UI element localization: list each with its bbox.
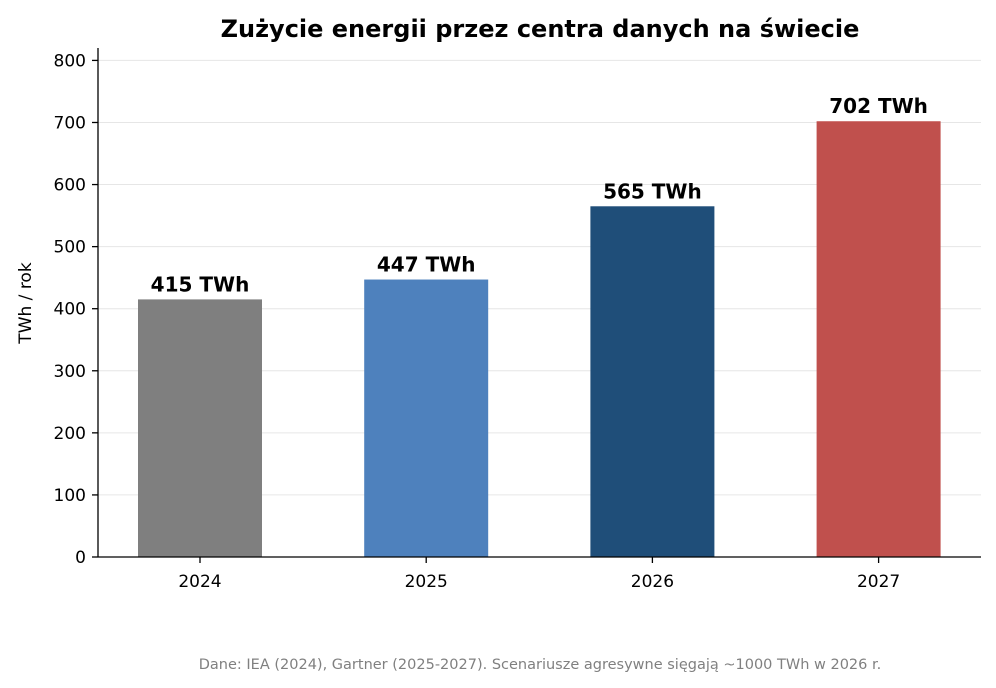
- y-axis-label: TWh / rok: [16, 262, 36, 345]
- data-label-2026: 565 TWh: [603, 179, 702, 203]
- data-labels: 415 TWh 447 TWh 565 TWh 702 TWh: [151, 94, 928, 296]
- x-ticks: 2024 2025 2026 2027: [178, 557, 900, 592]
- axes: [97, 48, 981, 558]
- y-tick-label: 800: [54, 51, 86, 71]
- x-tick-label-2024: 2024: [178, 572, 221, 592]
- y-tick-label: 700: [54, 113, 86, 133]
- x-tick-label-2026: 2026: [631, 572, 674, 592]
- bar-2026: [590, 206, 715, 557]
- x-tick-label-2025: 2025: [405, 572, 448, 592]
- x-tick-label-2027: 2027: [857, 572, 900, 592]
- bar-2027: [816, 121, 941, 557]
- y-tick-label: 500: [54, 238, 86, 258]
- y-tick-label: 0: [75, 548, 86, 568]
- y-tick-label: 200: [54, 424, 86, 444]
- y-tick-label: 600: [54, 176, 86, 196]
- bar-2024: [138, 299, 262, 557]
- y-tick-label: 400: [54, 300, 86, 320]
- data-label-2027: 702 TWh: [829, 94, 928, 118]
- y-ticks: 0 100 200 300 400 500 600 700 800: [54, 51, 98, 568]
- y-tick-label: 300: [54, 362, 86, 382]
- bar-2025: [364, 279, 489, 557]
- y-tick-label: 100: [54, 486, 86, 506]
- data-label-2024: 415 TWh: [151, 272, 250, 296]
- bars: [138, 121, 941, 557]
- chart-title: Zużycie energii przez centra danych na ś…: [221, 15, 860, 43]
- source-footnote: Dane: IEA (2024), Gartner (2025-2027). S…: [199, 657, 881, 673]
- data-label-2025: 447 TWh: [377, 253, 476, 277]
